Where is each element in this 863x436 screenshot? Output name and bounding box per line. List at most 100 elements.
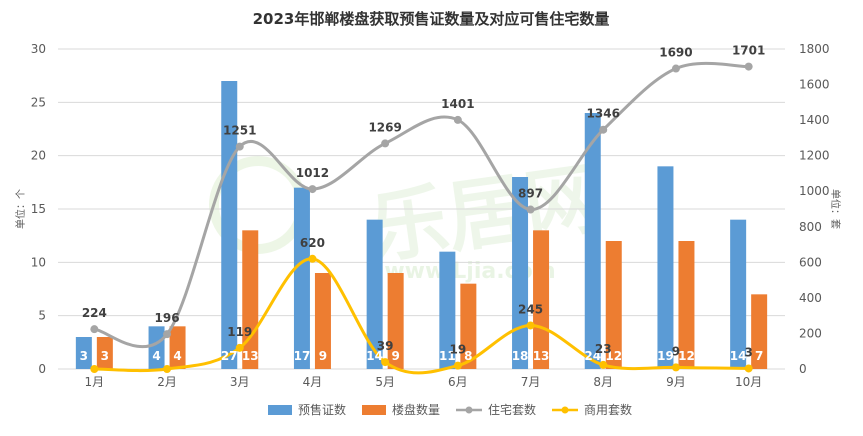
bar-data-label: 19 — [657, 349, 674, 363]
legend-swatch — [362, 405, 386, 415]
lines-layer — [90, 61, 753, 375]
commercial-data-label: 3 — [744, 345, 752, 359]
bar-presale-permits — [293, 187, 310, 369]
bar-data-label: 9 — [319, 349, 327, 363]
chart-title: 2023年邯郸楼盘获取预售证数量及对应可售住宅数量 — [253, 10, 610, 28]
bar-data-label: 9 — [391, 349, 399, 363]
residential-data-label: 224 — [82, 306, 107, 320]
point-commercial-units — [453, 361, 462, 370]
bar-projects — [605, 241, 622, 369]
legend-swatch — [268, 405, 292, 415]
point-commercial-units — [163, 365, 172, 373]
legend-label: 住宅套数 — [488, 402, 536, 417]
line-commercial-units — [94, 257, 749, 375]
residential-data-label: 1401 — [441, 97, 474, 111]
bar-data-label: 4 — [152, 349, 160, 363]
left-axis-tick-label: 5 — [38, 309, 46, 323]
bar-presale-permits — [148, 326, 165, 369]
legend-label: 商用套数 — [584, 402, 632, 417]
x-axis-tick-label: 5月 — [375, 375, 395, 389]
bar-data-label: 18 — [512, 349, 529, 363]
point-residential-units — [744, 62, 753, 71]
legend: 预售证数 楼盘数量 住宅套数 商用套数 — [268, 402, 632, 417]
bar-data-label: 27 — [221, 349, 238, 363]
residential-data-label: 1346 — [587, 107, 620, 121]
x-axis-tick-label: 9月 — [666, 375, 686, 389]
bar-data-label: 8 — [464, 349, 472, 363]
left-axis-tick-label: 10 — [31, 255, 46, 269]
residential-data-label: 1690 — [659, 46, 692, 60]
right-axis-tick-label: 1200 — [799, 149, 830, 163]
commercial-data-label: 620 — [300, 236, 325, 250]
point-commercial-units — [599, 360, 608, 369]
axes-layer: 0 5 10 15 20 25 30 0 200 400 600 800 1000 1200 1400 160… — [14, 42, 842, 389]
legend-marker — [561, 406, 569, 414]
point-residential-units — [526, 205, 535, 214]
bar-data-label: 4 — [173, 349, 181, 363]
bars-layer — [75, 81, 768, 369]
point-residential-units — [453, 115, 462, 124]
point-commercial-units — [90, 365, 99, 373]
legend-label: 预售证数 — [298, 402, 346, 417]
bar-data-label: 3 — [80, 349, 88, 363]
bar-projects — [460, 283, 477, 369]
bar-data-label: 24 — [584, 349, 601, 363]
x-axis-tick-label: 2月 — [157, 375, 177, 389]
x-axis-tick-label: 4月 — [303, 375, 323, 389]
commercial-data-label: 39 — [377, 339, 394, 353]
point-commercial-units — [671, 363, 680, 372]
right-axis-tick-label: 600 — [799, 255, 822, 269]
right-axis-tick-label: 400 — [799, 291, 822, 305]
bar-projects — [169, 326, 186, 369]
residential-data-label: 1701 — [732, 44, 765, 58]
commercial-data-label: 23 — [595, 342, 612, 356]
bar-projects — [387, 273, 404, 369]
x-axis-tick-label: 3月 — [230, 375, 250, 389]
bar-presale-permits — [439, 251, 456, 369]
point-commercial-units — [235, 343, 244, 352]
commercial-data-label: 119 — [227, 325, 252, 339]
bar-projects — [242, 230, 259, 369]
left-axis-tick-label: 25 — [31, 95, 46, 109]
point-commercial-units — [744, 364, 753, 373]
x-axis-tick-label: 10月 — [735, 375, 762, 389]
x-axis-tick-label: 8月 — [593, 375, 613, 389]
point-residential-units — [308, 185, 317, 194]
residential-data-label: 196 — [155, 311, 180, 325]
right-axis-tick-label: 0 — [799, 362, 807, 376]
bar-projects — [751, 294, 768, 369]
right-axis-tick-label: 1600 — [799, 78, 830, 92]
residential-data-label: 1251 — [223, 124, 256, 138]
point-residential-units — [90, 325, 99, 334]
x-axis-tick-label: 1月 — [85, 375, 105, 389]
bar-projects — [314, 273, 331, 369]
left-axis-tick-label: 20 — [31, 149, 46, 163]
bar-data-label: 17 — [294, 349, 311, 363]
commercial-data-label: 19 — [449, 343, 466, 357]
legend-marker — [465, 406, 473, 414]
right-axis-tick-label: 1800 — [799, 42, 830, 56]
bar-presale-permits — [512, 177, 529, 369]
bar-data-label: 7 — [755, 349, 763, 363]
bar-projects — [96, 337, 113, 369]
x-axis-tick-label: 7月 — [521, 375, 541, 389]
bar-data-label: 12 — [605, 349, 622, 363]
bar-presale-permits — [75, 337, 92, 369]
right-axis-title: 单位：套 — [829, 189, 842, 229]
legend-label: 楼盘数量 — [392, 402, 440, 417]
left-axis-tick-label: 15 — [31, 202, 46, 216]
bar-data-label: 12 — [678, 349, 695, 363]
point-residential-units — [163, 330, 172, 339]
bar-projects — [678, 241, 695, 369]
right-axis-tick-label: 1000 — [799, 184, 830, 198]
left-axis-title: 单位：个 — [14, 189, 27, 229]
point-commercial-units — [381, 358, 390, 367]
bar-data-label: 3 — [101, 349, 109, 363]
bar-data-label: 11 — [439, 349, 456, 363]
right-axis-tick-label: 200 — [799, 326, 822, 340]
point-residential-units — [381, 139, 390, 148]
point-residential-units — [671, 64, 680, 73]
